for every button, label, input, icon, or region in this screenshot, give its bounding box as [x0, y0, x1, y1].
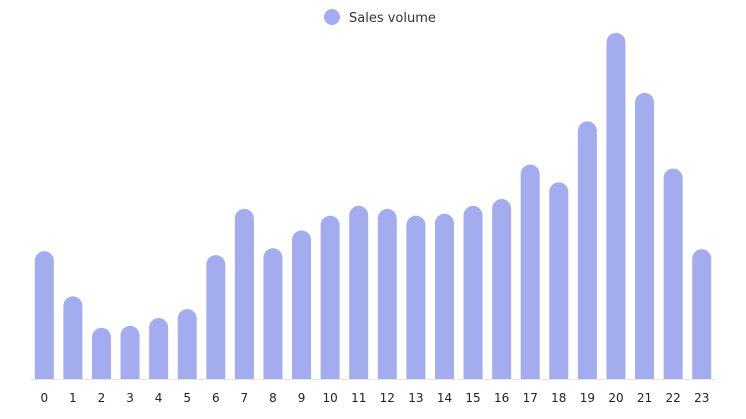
bar-18[interactable]	[549, 182, 569, 379]
x-tick-label: 1	[69, 391, 77, 405]
legend[interactable]: Sales volume	[324, 9, 436, 26]
legend-swatch-icon	[324, 9, 340, 25]
bar-23[interactable]	[692, 249, 712, 379]
bar-20[interactable]	[606, 32, 626, 379]
x-tick-label: 8	[269, 391, 277, 405]
bar-21[interactable]	[635, 92, 655, 379]
bar-5[interactable]	[177, 309, 197, 379]
x-tick-label: 23	[694, 391, 709, 405]
x-tick-label: 12	[380, 391, 395, 405]
x-tick-label: 21	[637, 391, 652, 405]
x-tick-label: 5	[183, 391, 191, 405]
bar-15[interactable]	[463, 205, 483, 379]
x-tick-label: 17	[523, 391, 538, 405]
bar-14[interactable]	[434, 213, 454, 379]
x-axis-ticks: 0 1 2 3 4 5 6 7 8 9 10 11 12 13 14 15 16 17 18 19 20 21 22 23	[40, 391, 709, 405]
x-tick-label: 7	[241, 391, 249, 405]
bar-8[interactable]	[263, 248, 283, 379]
bars-group	[34, 32, 712, 380]
bar-17[interactable]	[520, 164, 540, 379]
x-tick-label: 2	[98, 391, 106, 405]
x-tick-label: 14	[437, 391, 452, 405]
bar-3[interactable]	[120, 325, 140, 379]
bar-13[interactable]	[406, 215, 426, 379]
x-tick-label: 16	[494, 391, 509, 405]
x-tick-label: 18	[551, 391, 566, 405]
x-tick-label: 9	[298, 391, 306, 405]
x-tick-label: 4	[155, 391, 163, 405]
x-tick-label: 15	[465, 391, 480, 405]
x-tick-label: 20	[608, 391, 623, 405]
bar-16[interactable]	[492, 199, 512, 379]
bar-10[interactable]	[320, 215, 340, 379]
x-tick-label: 22	[665, 391, 680, 405]
x-tick-label: 11	[351, 391, 366, 405]
bar-22[interactable]	[663, 168, 683, 379]
bar-19[interactable]	[577, 121, 597, 380]
bar-1[interactable]	[63, 296, 83, 379]
bar-4[interactable]	[149, 318, 169, 379]
x-tick-label: 19	[580, 391, 595, 405]
x-tick-label: 10	[322, 391, 337, 405]
x-tick-label: 6	[212, 391, 220, 405]
x-tick-label: 0	[40, 391, 48, 405]
bar-12[interactable]	[377, 208, 397, 379]
x-tick-label: 13	[408, 391, 423, 405]
legend-label: Sales volume	[349, 11, 436, 26]
bar-9[interactable]	[292, 230, 312, 379]
bar-2[interactable]	[91, 327, 111, 379]
bar-7[interactable]	[234, 208, 254, 379]
bar-0[interactable]	[34, 251, 54, 379]
x-tick-label: 3	[126, 391, 134, 405]
bar-6[interactable]	[206, 255, 226, 379]
bar-11[interactable]	[349, 205, 369, 379]
